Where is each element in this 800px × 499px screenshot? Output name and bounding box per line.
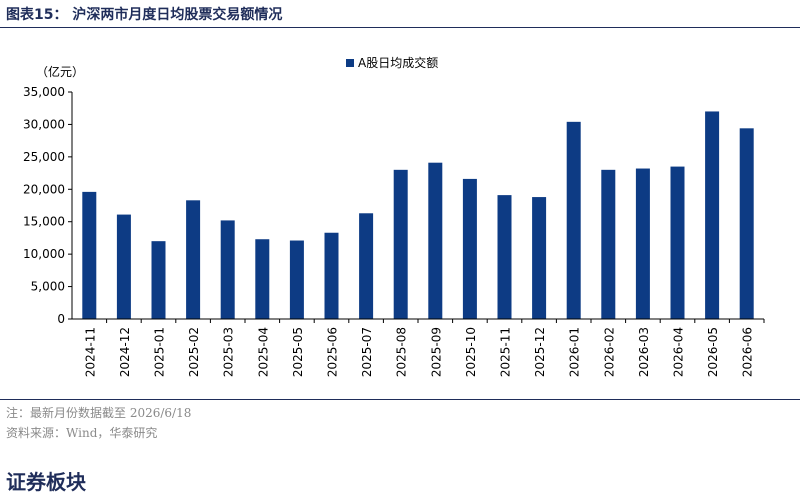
- x-tick-label: 2025-03: [222, 327, 236, 377]
- source-note: 资料来源：Wind，华泰研究: [6, 426, 158, 440]
- y-tick-label: 10,000: [23, 247, 65, 261]
- bar-2026-04: [670, 166, 685, 319]
- bar-2026-02: [601, 169, 616, 319]
- x-tick-label: 2026-02: [602, 327, 616, 377]
- bar-chart: A股日均成交额 （亿元） 0 5,000 10,000 15,000 20,000 25,…: [23, 55, 765, 377]
- bar-2025-10: [462, 178, 477, 319]
- x-tick-label: 2025-06: [326, 327, 340, 377]
- y-tick-label: 15,000: [23, 215, 65, 229]
- bar-2026-01: [566, 121, 581, 319]
- y-tick-label: 0: [57, 312, 65, 326]
- bar-2025-02: [186, 200, 201, 319]
- bar-2025-06: [324, 232, 339, 319]
- x-tick-label: 2026-06: [741, 327, 755, 377]
- y-tick-label: 30,000: [23, 117, 65, 131]
- x-tick-label: 2026-04: [672, 327, 686, 377]
- y-axis-unit-label: （亿元）: [36, 64, 84, 79]
- x-tick-label: 2025-08: [395, 327, 409, 377]
- bar-2025-11: [497, 195, 512, 319]
- x-tick-label: 2025-04: [256, 327, 270, 377]
- bar-2026-03: [635, 168, 650, 319]
- y-axis-ticks: 0 5,000 10,000 15,000 20,000 25,000 30,000 35,0…: [23, 85, 72, 326]
- bar-2025-12: [532, 197, 547, 319]
- y-tick-label: 20,000: [23, 182, 65, 196]
- bar-2024-11: [82, 191, 97, 319]
- legend-label: A股日均成交额: [358, 55, 438, 70]
- title-divider: [0, 27, 800, 28]
- bar-2025-09: [428, 162, 443, 319]
- x-tick-label: 2025-02: [187, 327, 201, 377]
- notes-divider: [0, 399, 800, 400]
- x-tick-label: 2026-01: [568, 327, 582, 377]
- x-tick-label: 2025-10: [464, 327, 478, 377]
- y-tick-label: 35,000: [23, 85, 65, 99]
- bar-2025-07: [359, 213, 374, 319]
- x-tick-label: 2024-12: [118, 327, 132, 377]
- y-tick-label: 25,000: [23, 150, 65, 164]
- x-tick-label: 2024-11: [83, 327, 97, 377]
- bar-2025-05: [289, 240, 304, 319]
- bar-2025-04: [255, 239, 270, 319]
- section-title: 证券板块: [6, 470, 86, 494]
- x-tick-label: 2026-05: [706, 327, 720, 377]
- x-tick-label: 2025-07: [360, 327, 374, 377]
- bar-2025-01: [151, 241, 166, 319]
- bars-group: [82, 111, 754, 319]
- x-tick-label: 2025-11: [499, 327, 513, 377]
- bar-2024-12: [116, 214, 131, 319]
- chart-legend: A股日均成交额: [346, 55, 438, 70]
- x-tick-label: 2025-12: [533, 327, 547, 377]
- legend-swatch: [346, 59, 354, 67]
- bar-2025-08: [393, 169, 408, 319]
- bar-2025-03: [220, 220, 235, 319]
- data-note: 注：最新月份数据截至 2026/6/18: [6, 406, 192, 420]
- bar-2026-05: [705, 111, 720, 319]
- x-axis-ticks: 2024-11 2024-12 2025-01 2025-02 2025-03 2025-…: [83, 319, 765, 377]
- bar-2026-06: [739, 128, 754, 319]
- x-tick-label: 2025-09: [429, 327, 443, 377]
- figure-title: 图表15： 沪深两市月度日均股票交易额情况: [6, 7, 283, 23]
- y-tick-label: 5,000: [31, 280, 65, 294]
- x-tick-label: 2025-05: [291, 327, 305, 377]
- x-tick-label: 2025-01: [153, 327, 167, 377]
- x-tick-label: 2026-03: [637, 327, 651, 377]
